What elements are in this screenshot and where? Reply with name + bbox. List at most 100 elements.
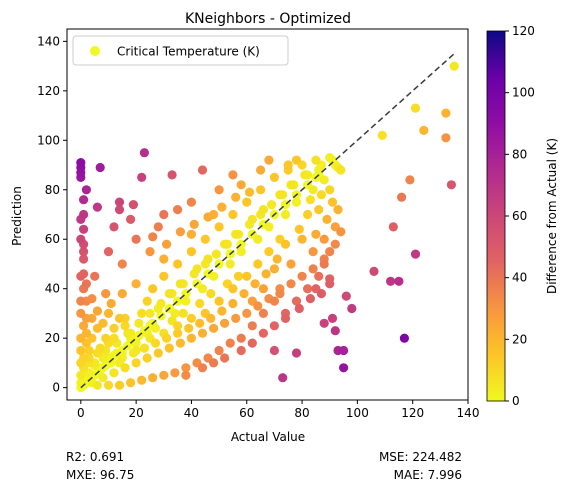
scatter-point (195, 318, 205, 328)
scatter-point (325, 185, 335, 195)
scatter-point (79, 247, 89, 257)
scatter-point (319, 259, 329, 269)
scatter-point (98, 373, 108, 383)
scatter-point (114, 197, 125, 207)
scatter-point (114, 380, 125, 390)
scatter-point (236, 345, 246, 356)
scatter-point (197, 328, 208, 338)
x-tick-label: 100 (346, 406, 369, 420)
scatter-point (175, 279, 185, 289)
colorbar-axis: 0 20 40 60 80 100 120 (505, 24, 535, 408)
scatter-point (117, 259, 127, 269)
scatter-point (325, 279, 335, 289)
scatter-point (231, 313, 241, 323)
scatter-point (150, 338, 161, 348)
scatter-point (84, 345, 94, 356)
scatter-point (206, 289, 216, 299)
scatter-point (186, 313, 196, 323)
scatter-point (269, 172, 279, 182)
scatter-point (79, 209, 89, 220)
scatter-point (92, 380, 102, 390)
scatter-point (242, 271, 252, 281)
scatter-point (76, 158, 86, 168)
scatter-point (142, 353, 152, 363)
x-tick-label: 0 (77, 406, 85, 420)
scatter-point (103, 308, 114, 318)
scatter-point (336, 165, 346, 175)
identity-reference-line (80, 53, 455, 389)
scatter-point (394, 276, 404, 286)
y-tick-label: 120 (37, 84, 60, 98)
scatter-point (261, 269, 271, 279)
scatter-point (339, 363, 349, 373)
scatter-point (291, 197, 302, 207)
scatter-point (148, 232, 158, 242)
scatter-point (175, 338, 185, 348)
scatter-point (319, 175, 329, 185)
scatter-point (294, 224, 304, 234)
scatter-point (90, 271, 100, 281)
scatter-point (256, 185, 266, 195)
scatter-point (280, 209, 291, 220)
scatter-point (325, 247, 335, 257)
scatter-point (209, 271, 219, 281)
scatter-point (81, 185, 91, 195)
y-tick-label: 80 (45, 183, 60, 197)
scatter-point (322, 214, 332, 224)
scatter-point (311, 229, 321, 239)
scatter-point (214, 185, 224, 195)
scatter-point (253, 301, 263, 311)
scatter-point (173, 205, 183, 215)
legend: Critical Temperature (K) (72, 35, 289, 66)
scatter-point (280, 239, 291, 249)
scatter-point (186, 247, 196, 257)
r2-stat: R2: 0.691 (66, 450, 124, 464)
scatter-point (103, 247, 114, 257)
scatter-point (76, 308, 86, 318)
scatter-point (209, 358, 219, 368)
mae-stat: MAE: 7.996 (394, 468, 462, 482)
scatter-point (225, 259, 235, 269)
scatter-point (114, 313, 125, 323)
scatter-point (341, 291, 351, 301)
scatter-point (399, 333, 409, 343)
scatter-point (228, 298, 238, 309)
scatter-point (275, 289, 285, 299)
scatter-point (278, 373, 288, 383)
y-tick-label: 100 (37, 133, 60, 147)
scatter-point (303, 209, 313, 220)
scatter-point (200, 234, 210, 244)
scatter-point (167, 170, 177, 180)
scatter-point (79, 224, 89, 234)
scatter-point (225, 338, 235, 348)
scatter-point (330, 239, 340, 249)
scatter-point (81, 279, 91, 289)
scatter-point (272, 254, 282, 264)
scatter-point (139, 148, 149, 158)
scatter-point (186, 229, 196, 239)
scatter-point (175, 227, 185, 237)
scatter-point (142, 296, 152, 306)
scatter-point (291, 155, 302, 165)
scatter-point (314, 271, 324, 281)
colorbar-tick-label: 120 (512, 24, 535, 38)
scatter-point (92, 306, 102, 316)
scatter-point (333, 205, 343, 215)
scatter-point (98, 318, 108, 328)
scatter-point (236, 180, 246, 190)
scatter-point (79, 321, 89, 331)
scatter-point (291, 348, 302, 358)
scatter-point (236, 247, 246, 257)
scatter-point (79, 254, 89, 264)
colorbar (487, 31, 505, 401)
scatter-point (308, 247, 318, 257)
scatter-point (441, 133, 451, 143)
scatter-point (159, 254, 169, 264)
scatter-point (109, 368, 119, 378)
scatter-point (388, 222, 398, 232)
scatter-point (280, 313, 291, 323)
scatter-point (148, 373, 158, 383)
scatter-point (217, 202, 227, 212)
y-tick-label: 60 (45, 232, 60, 246)
scatter-point (162, 239, 172, 249)
